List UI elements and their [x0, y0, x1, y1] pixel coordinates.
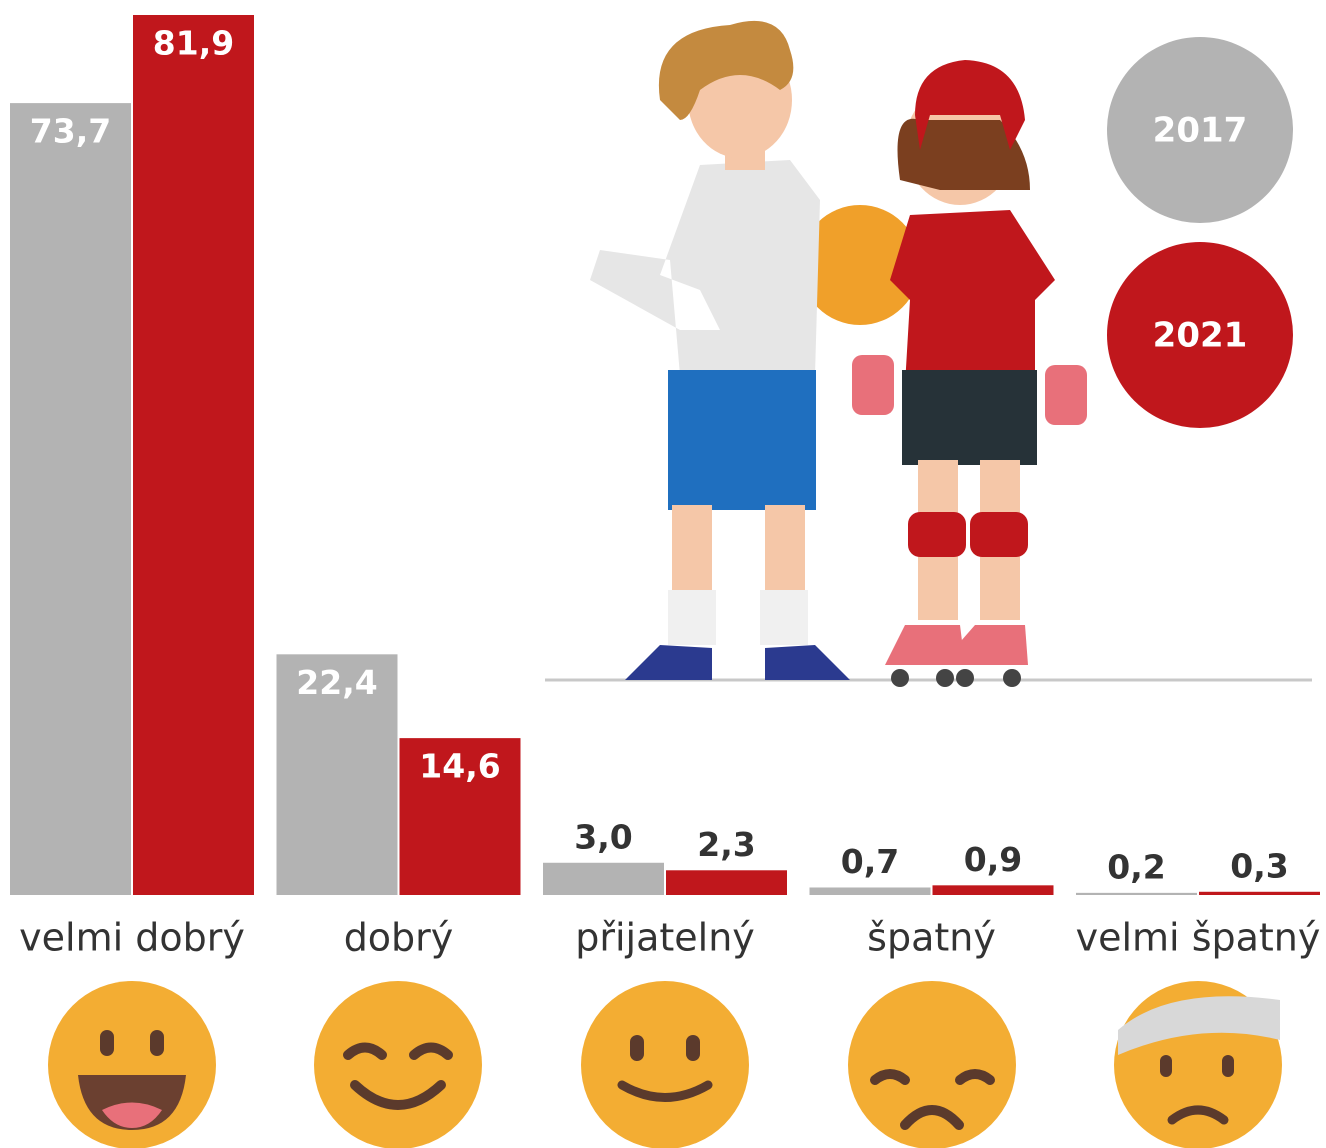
- bar: [276, 654, 398, 895]
- bar: [543, 862, 664, 895]
- emoji-faces: [78, 996, 1280, 1130]
- bar: [1076, 892, 1197, 895]
- bar: [809, 887, 931, 895]
- value-label: 2,3: [697, 825, 755, 864]
- value-label: 3,0: [574, 817, 632, 856]
- value-label: 0,9: [964, 840, 1022, 879]
- value-label: 73,7: [30, 112, 111, 151]
- bar: [666, 870, 787, 895]
- legend-label: 2021: [1153, 316, 1248, 356]
- emoji-icons: [48, 981, 1282, 1148]
- legend-marker: [1107, 242, 1293, 428]
- legend-label: 2017: [1153, 111, 1248, 151]
- bar: [932, 885, 1054, 895]
- value-label: 0,2: [1107, 847, 1165, 886]
- legend-marker: [1107, 37, 1293, 223]
- x-tick-label: špatný: [867, 916, 996, 960]
- value-label: 0,7: [841, 842, 899, 881]
- value-label: 14,6: [419, 747, 500, 786]
- bar: [133, 15, 254, 895]
- bar: [10, 103, 131, 896]
- value-label: 0,3: [1230, 846, 1288, 885]
- bar: [399, 738, 521, 895]
- bar: [1199, 891, 1320, 895]
- value-label: 22,4: [296, 663, 377, 702]
- x-tick-label: přijatelný: [575, 916, 755, 960]
- value-label: 81,9: [153, 24, 234, 63]
- x-tick-label: dobrý: [344, 916, 454, 960]
- x-tick-label: velmi špatný: [1076, 916, 1321, 960]
- x-tick-label: velmi dobrý: [19, 916, 245, 960]
- illustration: [545, 20, 1312, 687]
